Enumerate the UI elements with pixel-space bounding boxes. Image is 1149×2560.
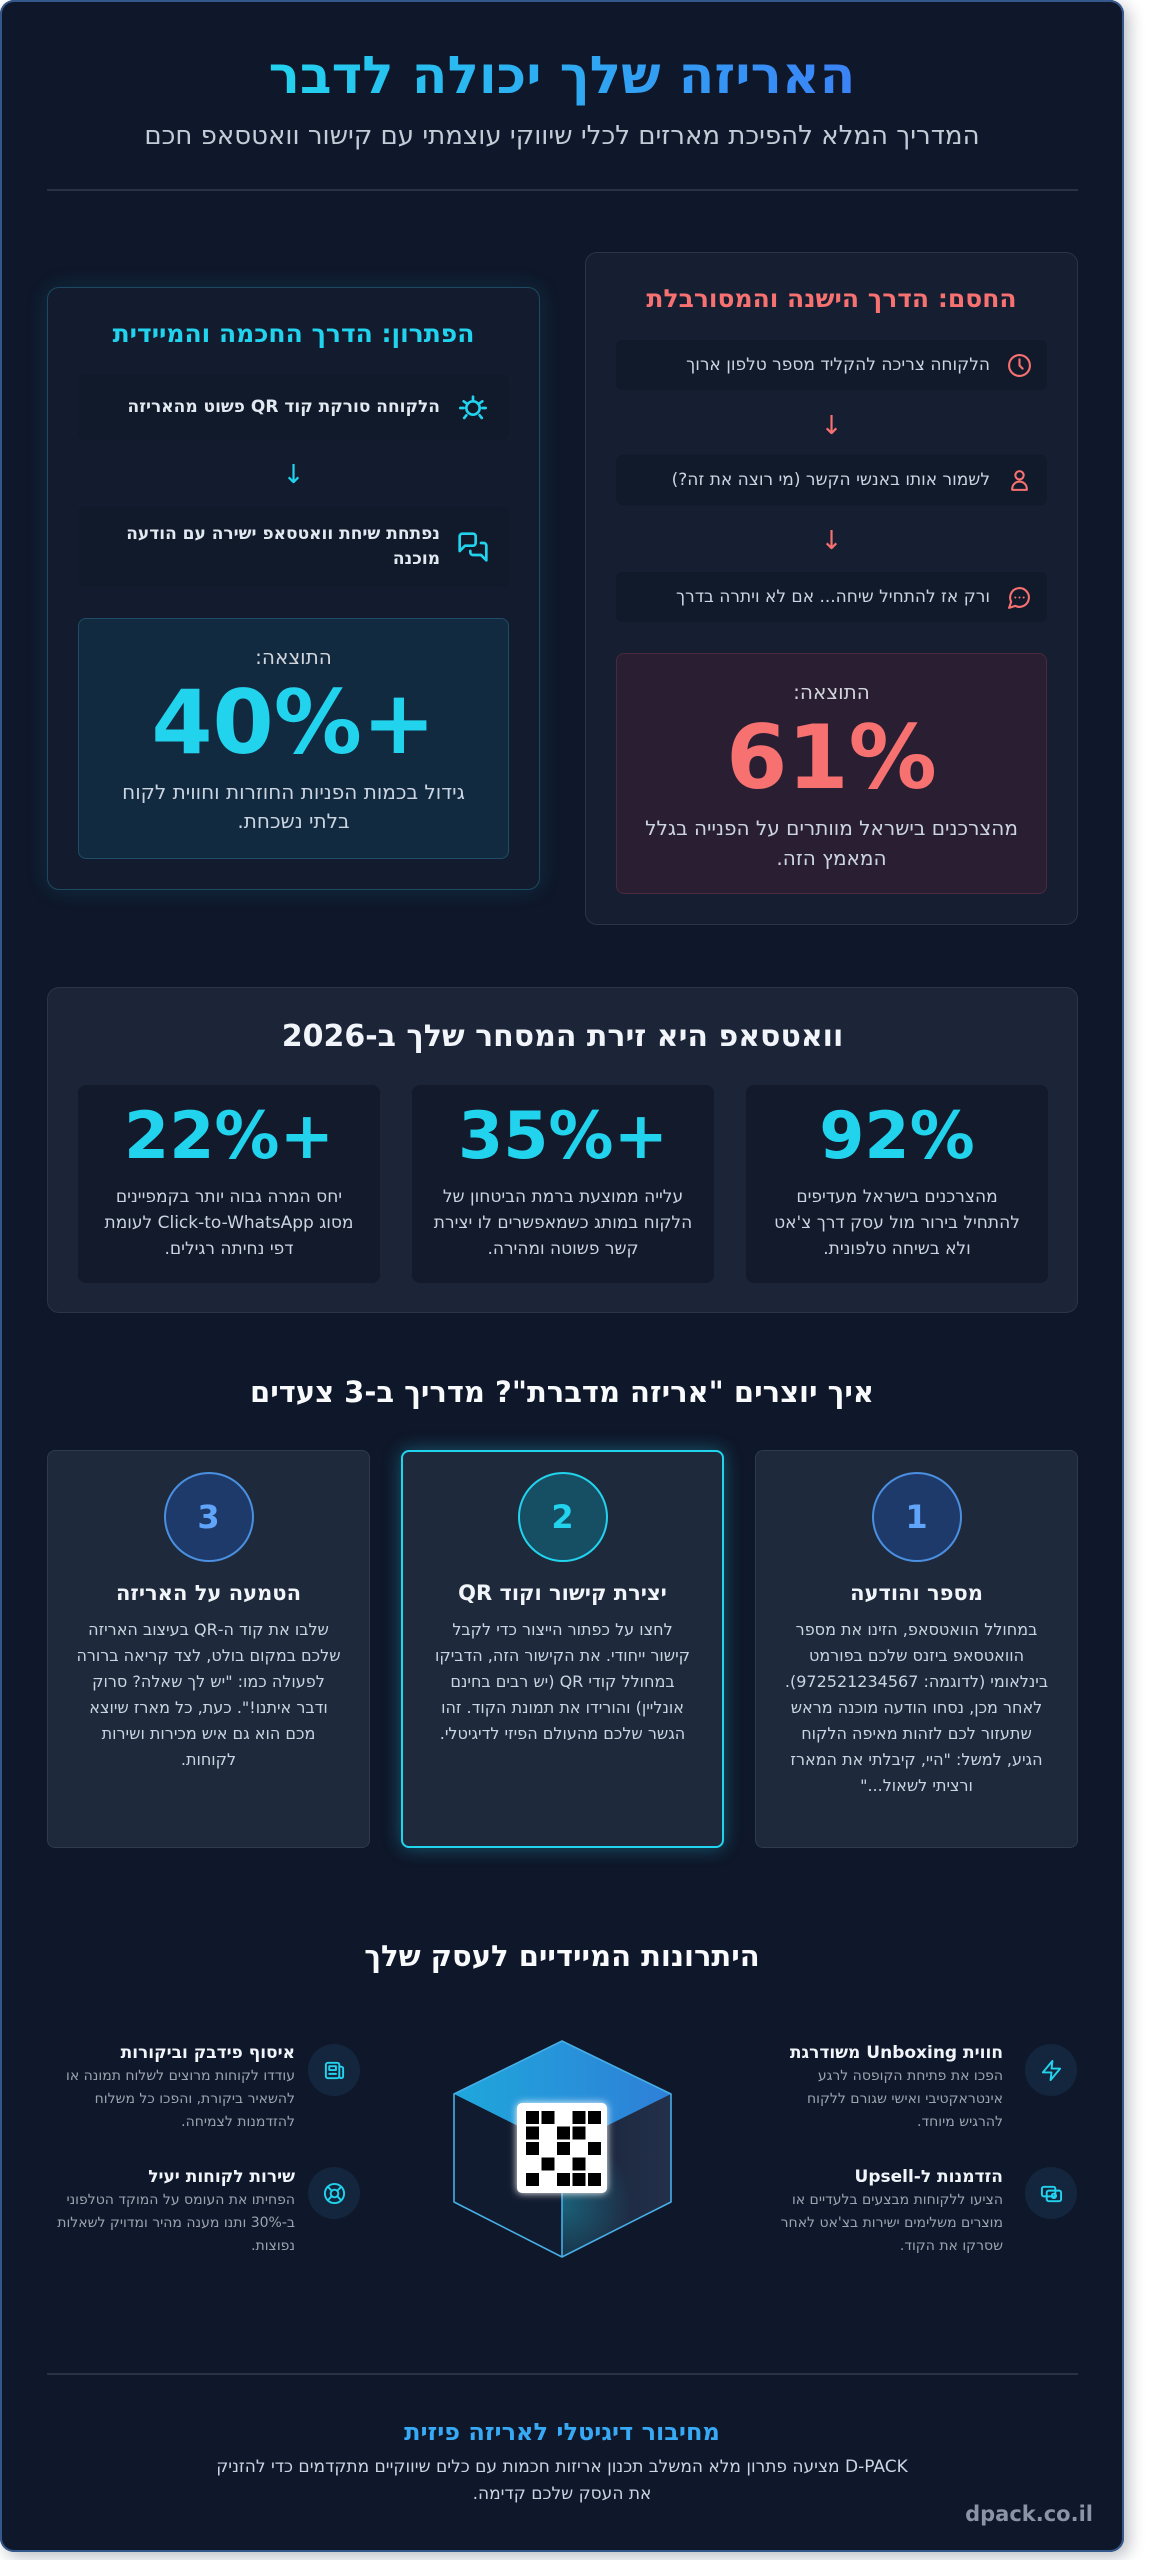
stats-section: וואטסאפ היא זירת המסחר שלך ב-2026 92% מה… xyxy=(47,987,1078,1313)
problem-card: החסם: הדרך הישנה והמסורבלת הלקוחה צריכה … xyxy=(585,252,1078,925)
page-title-text: האריזה שלך יכולה לדבר xyxy=(268,46,856,106)
stat-description: עלייה ממוצעת ברמת הביטחון של הלקוח במותג… xyxy=(433,1187,693,1259)
benefit-item: איסוף פידבק וביקורות עודדו לקוחות מרוצים… xyxy=(47,2041,295,2134)
steps-row: 1 מספר והודעה במחולל הוואטסאפ, הזינו את … xyxy=(47,1450,1078,1848)
problem-step-text: לשמור אותו באנשי הקשר (מי רוצה את זה?) xyxy=(671,470,990,490)
step-number-badge: 2 xyxy=(517,1472,608,1562)
clock-icon xyxy=(1007,353,1032,378)
step-number-badge: 1 xyxy=(871,1472,962,1562)
problem-step: הלקוחה צריכה להקליד מספר טלפון ארוך xyxy=(616,340,1047,390)
benefit-item: הזדמנות ל-Upsell הציעו ללקוחות מבצעים בל… xyxy=(760,2165,1003,2258)
solution-step: נפתחת שיחת וואטסאפ ישירה עם הודעה מוכנה xyxy=(78,507,509,587)
result-description: גידול בכמות הפניות החוזרות וחווית לקוח ב… xyxy=(122,780,465,833)
solution-card: הפתרון: הדרך החכמה והמיידית הלקוחה סורקת… xyxy=(47,287,540,890)
step-card-3: 3 הטמעה על האריזה שלבו את קוד ה-QR בעיצו… xyxy=(47,1450,370,1848)
result-label: התוצאה: xyxy=(255,645,332,669)
benefit-description: הפכו את פתיחת הקופסה לרגע אינטראקטיבי וא… xyxy=(806,2068,1003,2130)
brand-logo-text: dpack.co.il xyxy=(965,2502,1093,2526)
solution-result-box: התוצאה: +40% גידול בכמות הפניות החוזרות … xyxy=(78,618,509,859)
result-value: +40% xyxy=(151,671,436,774)
step-card-1: 1 מספר והודעה במחולל הוואטסאפ, הזינו את … xyxy=(755,1450,1078,1848)
stat-description: מהצרכנים בישראל מעדיפים להתחיל בירור מול… xyxy=(774,1187,1020,1259)
benefit-title: איסוף פידבק וביקורות xyxy=(120,2043,295,2063)
benefit-title: הזדמנות ל-Upsell xyxy=(854,2167,1003,2187)
benefit-description: הציעו ללקוחות מבצעים בלעדיים או מוצרים מ… xyxy=(780,2192,1003,2254)
user-icon xyxy=(1007,468,1032,493)
step-description: במחולל הוואטסאפ, הזינו את מספר הוואטסאפ … xyxy=(784,1620,1049,1795)
benefit-description: הפחיתו את העומס על המוקד הטלפוני ב-30% ו… xyxy=(57,2192,295,2254)
page-title: האריזה שלך יכולה לדבר xyxy=(0,44,1124,108)
arrow-down-icon: ↓ xyxy=(820,526,843,556)
step-number-badge: 3 xyxy=(163,1472,254,1562)
benefit-item: חווית Unboxing משודרגת הפכו את פתיחת הקו… xyxy=(760,2041,1003,2134)
step-title: הטמעה על האריזה xyxy=(116,1581,301,1605)
result-label: התוצאה: xyxy=(793,680,870,704)
lifebuoy-icon xyxy=(308,2167,360,2219)
problem-step: לשמור אותו באנשי הקשר (מי רוצה את זה?) xyxy=(616,455,1047,505)
problem-result-box: התוצאה: 61% מהצרכנים בישראל מוותרים על ה… xyxy=(616,653,1047,894)
arrow-down-icon: ↓ xyxy=(820,411,843,441)
stats-row: 92% מהצרכנים בישראל מעדיפים להתחיל בירור… xyxy=(77,1085,1048,1283)
stat-description: יחס המרה גבוה יותר בקמפיינים מסוג Click-… xyxy=(104,1187,354,1259)
step-title: יצירת קישור וקוד QR xyxy=(458,1581,667,1605)
result-description: מהצרכנים בישראל מוותרים על הפנייה בגלל ה… xyxy=(645,816,1018,870)
header-divider xyxy=(47,189,1078,191)
solution-step-text: הלקוחה סורקת קוד QR פשוט מהאריזה xyxy=(127,397,440,417)
problem-step-text: הלקוחה צריכה להקליד מספר טלפון ארוך xyxy=(686,355,990,375)
footer-title: מחיבור דיגיטלי לאריזה פיזית xyxy=(404,2418,720,2446)
page-subtitle: המדריך המלא להפיכת מארזים לכלי שיווקי עו… xyxy=(144,121,980,151)
zap-icon xyxy=(1025,2044,1077,2096)
stat-card: 92% מהצרכנים בישראל מעדיפים להתחיל בירור… xyxy=(746,1085,1048,1283)
stat-value: 92% xyxy=(819,1099,975,1174)
infographic-page: האריזה שלך יכולה לדבר המדריך המלא להפיכת… xyxy=(0,0,1124,2552)
messages-icon xyxy=(457,531,489,563)
solution-step: הלקוחה סורקת קוד QR פשוט מהאריזה xyxy=(78,375,509,440)
benefits-title: היתרונות המיידיים לעסק שלך xyxy=(364,1939,760,1973)
step-title: מספר והודעה xyxy=(850,1581,983,1605)
stat-value: +35% xyxy=(457,1099,669,1174)
solution-step-text: נפתחת שיחת וואטסאפ ישירה עם הודעה מוכנה xyxy=(126,524,440,569)
steps-title: איך יוצרים "אריזה מדברת"? מדריך ב-3 צעדי… xyxy=(250,1375,874,1409)
footer-text: D-PACK מציעה פתרון מלא המשלב תכנון אריזו… xyxy=(216,2457,908,2504)
stats-title: וואטסאפ היא זירת המסחר שלך ב-2026 xyxy=(281,1019,844,1054)
qr-package-cube-icon xyxy=(453,2040,672,2258)
cards-icon xyxy=(1025,2167,1077,2219)
problem-step-text: ורק אז להתחיל שיחה... אם לא ויתרה בדרך xyxy=(676,587,990,607)
solution-title: הפתרון: הדרך החכמה והמיידית xyxy=(112,319,475,348)
benefit-item: שירות לקוחות יעיל הפחיתו את העומס על המו… xyxy=(47,2165,295,2258)
step-description: לחצו על כפתור הייצור כדי לקבל קישור ייחו… xyxy=(434,1620,691,1743)
stat-card: +35% עלייה ממוצעת ברמת הביטחון של הלקוח … xyxy=(412,1085,714,1283)
problem-title: החסם: הדרך הישנה והמסורבלת xyxy=(646,284,1017,313)
benefit-description: עודדו לקוחות מרוצים לשלוח תמונה או להשאי… xyxy=(66,2068,295,2130)
problem-step: ורק אז להתחיל שיחה... אם לא ויתרה בדרך xyxy=(616,572,1047,622)
benefit-title: שירות לקוחות יעיל xyxy=(148,2167,295,2187)
stat-card: +22% יחס המרה גבוה יותר בקמפיינים מסוג C… xyxy=(78,1085,380,1283)
footer-divider xyxy=(47,2373,1078,2375)
step-card-2: 2 יצירת קישור וקוד QR לחצו על כפתור הייצ… xyxy=(401,1450,724,1848)
step-description: שלבו את קוד ה-QR בעיצוב האריזה שלכם במקו… xyxy=(76,1620,341,1769)
scan-icon xyxy=(457,392,489,424)
benefit-title: חווית Unboxing משודרגת xyxy=(789,2043,1003,2063)
chat-dots-icon xyxy=(1007,585,1032,610)
newspaper-icon xyxy=(308,2044,360,2096)
stat-value: +22% xyxy=(123,1099,335,1174)
result-value: 61% xyxy=(726,706,937,809)
arrow-down-icon: ↓ xyxy=(282,460,305,490)
